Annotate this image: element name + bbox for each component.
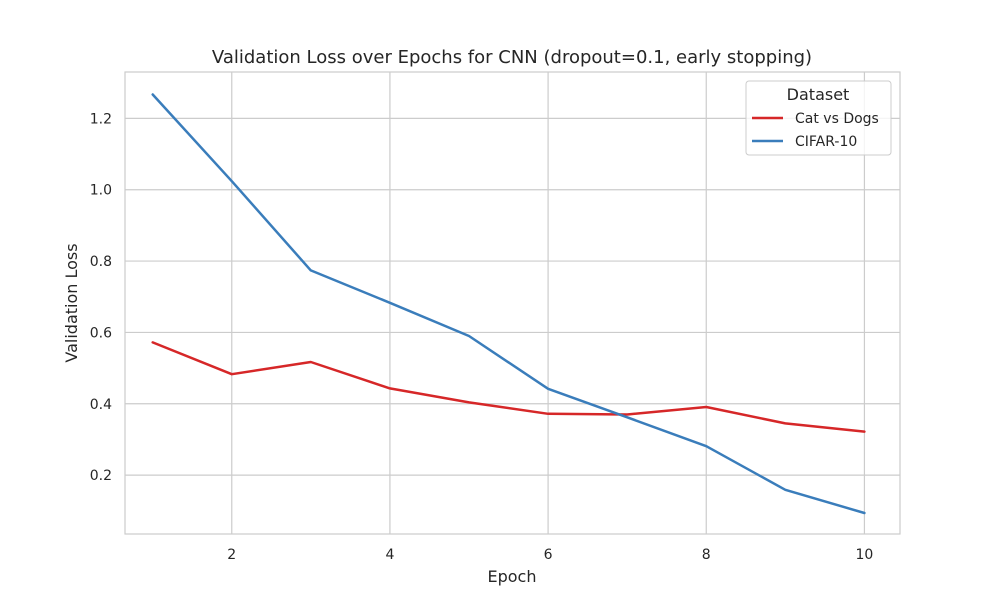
- x-axis-label: Epoch: [488, 567, 537, 586]
- x-tick-label: 2: [227, 547, 236, 563]
- x-tick-label: 6: [544, 547, 553, 563]
- plot-frame: [124, 71, 901, 535]
- series-lines: [151, 93, 866, 515]
- y-axis-label: Validation Loss: [62, 243, 81, 362]
- series-line-cat-vs-dogs: [151, 341, 866, 433]
- x-tick-labels: 2 4 6 8 10: [227, 547, 873, 563]
- x-tick-label: 4: [385, 547, 394, 563]
- y-tick-label: 1.2: [90, 111, 112, 127]
- y-tick-label: 0.4: [90, 397, 112, 413]
- y-tick-labels: 0.2 0.4 0.6 0.8 1.0 1.2: [90, 111, 112, 484]
- y-tick-label: 0.6: [90, 325, 112, 341]
- chart-title: Validation Loss over Epochs for CNN (dro…: [212, 47, 812, 68]
- legend-label-cat-vs-dogs: Cat vs Dogs: [795, 111, 879, 127]
- legend-box: [745, 80, 892, 156]
- x-tick-label: 8: [702, 547, 711, 563]
- x-tick-label: 10: [855, 547, 873, 563]
- legend-title: Dataset: [787, 85, 850, 104]
- y-tick-label: 0.8: [90, 254, 112, 270]
- legend: Dataset Cat vs Dogs CIFAR-10: [745, 80, 892, 156]
- series-line-cifar-10: [151, 93, 866, 515]
- y-tick-label: 0.2: [90, 468, 112, 484]
- legend-label-cifar-10: CIFAR-10: [795, 134, 857, 150]
- y-tick-label: 1.0: [90, 183, 112, 199]
